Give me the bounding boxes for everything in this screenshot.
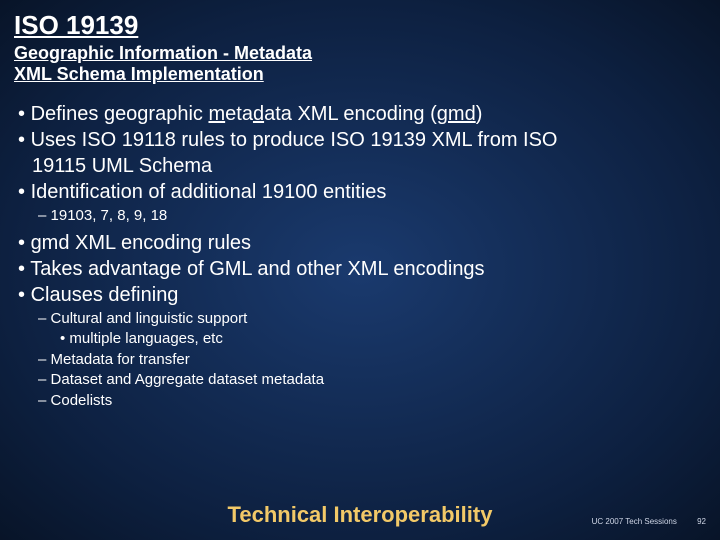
bullet-iso19118: Uses ISO 19118 rules to produce ISO 1913… (14, 128, 706, 153)
t: d (253, 103, 264, 125)
slide-title: ISO 19139 (14, 10, 706, 41)
sub-cultural: Cultural and linguistic support (14, 309, 706, 329)
footer-session: UC 2007 Tech Sessions (592, 517, 677, 526)
footer-meta: UC 2007 Tech Sessions 92 (592, 517, 706, 526)
sub-codelists: Codelists (14, 391, 706, 411)
t: ) (476, 103, 483, 125)
t: ata XML encoding ( (264, 103, 437, 125)
bullet-gml: Takes advantage of GML and other XML enc… (14, 257, 706, 282)
bullet-identification: Identification of additional 19100 entit… (14, 180, 706, 205)
slide-subtitle: Geographic Information - Metadata XML Sc… (14, 43, 706, 84)
t: m (208, 103, 225, 125)
t: Defines (31, 103, 104, 125)
sub-transfer: Metadata for transfer (14, 350, 706, 370)
sub-19103: 19103, 7, 8, 9, 18 (14, 206, 706, 226)
bullet-defines-gmd: Defines geographic metadata XML encoding… (14, 102, 706, 127)
t: eographic (115, 103, 208, 125)
footer-page: 92 (697, 517, 706, 526)
bullet-clauses: Clauses defining (14, 283, 706, 308)
bullet-iso19118-cont: 19115 UML Schema (14, 154, 706, 179)
bullet-gmd-rules: gmd XML encoding rules (14, 231, 706, 256)
subtitle-line1: Geographic Information - Metadata (14, 43, 312, 63)
t: g (104, 103, 115, 125)
t: eta (225, 103, 253, 125)
t: gmd (437, 103, 476, 125)
subsub-languages: multiple languages, etc (14, 329, 706, 349)
sub-dataset: Dataset and Aggregate dataset metadata (14, 370, 706, 390)
subtitle-line2: XML Schema Implementation (14, 64, 264, 84)
